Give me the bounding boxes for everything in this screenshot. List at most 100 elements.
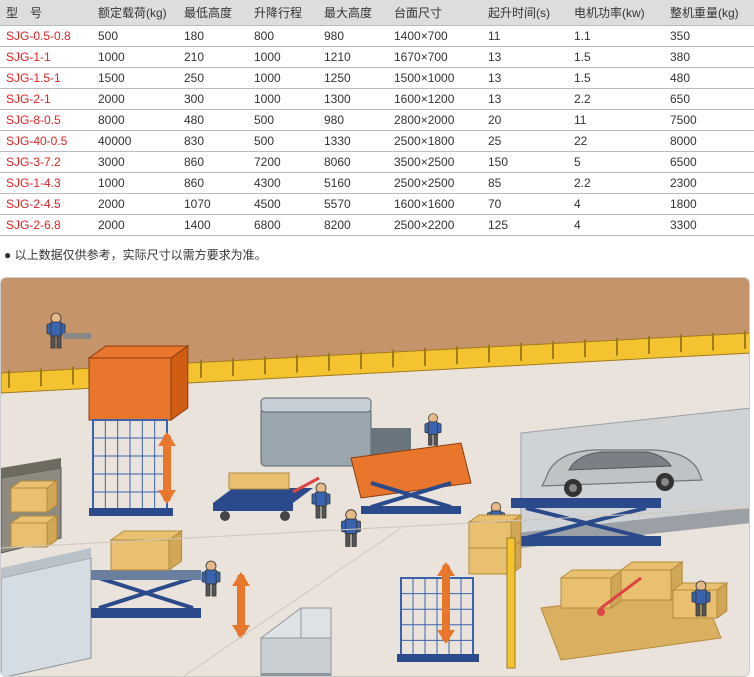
data-cell: 2500×1800 — [388, 131, 482, 152]
data-cell: 1800 — [664, 194, 754, 215]
column-header: 额定载荷(kg) — [92, 0, 178, 26]
data-cell: 11 — [482, 26, 568, 47]
data-cell: 7200 — [248, 152, 318, 173]
data-cell: 4500 — [248, 194, 318, 215]
data-cell: 1000 — [92, 173, 178, 194]
data-cell: 380 — [664, 47, 754, 68]
column-header: 最低高度 — [178, 0, 248, 26]
column-header: 台面尺寸 — [388, 0, 482, 26]
data-cell: 13 — [482, 89, 568, 110]
data-cell: 1210 — [318, 47, 388, 68]
data-cell: 1600×1200 — [388, 89, 482, 110]
model-cell: SJG-0.5-0.8 — [0, 26, 92, 47]
data-cell: 6500 — [664, 152, 754, 173]
data-cell: 1500×1000 — [388, 68, 482, 89]
model-cell: SJG-3-7.2 — [0, 152, 92, 173]
table-row: SJG-2-4.520001070450055701600×1600704180… — [0, 194, 754, 215]
model-cell: SJG-2-4.5 — [0, 194, 92, 215]
data-cell: 2800×2000 — [388, 110, 482, 131]
data-cell: 85 — [482, 173, 568, 194]
data-cell: 210 — [178, 47, 248, 68]
data-cell: 800 — [248, 26, 318, 47]
data-cell: 8200 — [318, 215, 388, 236]
data-cell: 860 — [178, 152, 248, 173]
data-cell: 5570 — [318, 194, 388, 215]
data-cell: 22 — [568, 131, 664, 152]
data-cell: 980 — [318, 26, 388, 47]
table-header-row: 型 号额定载荷(kg)最低高度升降行程最大高度台面尺寸起升时间(s)电机功率(k… — [0, 0, 754, 26]
data-cell: 125 — [482, 215, 568, 236]
data-cell: 2300 — [664, 173, 754, 194]
data-cell: 300 — [178, 89, 248, 110]
table-body: SJG-0.5-0.85001808009801400×700111.1350S… — [0, 26, 754, 236]
data-cell: 6800 — [248, 215, 318, 236]
table-row: SJG-2-6.820001400680082002500×2200125433… — [0, 215, 754, 236]
model-cell: SJG-1-4.3 — [0, 173, 92, 194]
data-cell: 1500 — [92, 68, 178, 89]
footnote: ● 以上数据仅供参考，实际尺寸以需方要求为准。 — [0, 236, 754, 273]
model-cell: SJG-40-0.5 — [0, 131, 92, 152]
data-cell: 8060 — [318, 152, 388, 173]
column-header: 整机重量(kg) — [664, 0, 754, 26]
data-cell: 480 — [178, 110, 248, 131]
table-row: SJG-3-7.23000860720080603500×25001505650… — [0, 152, 754, 173]
data-cell: 8000 — [92, 110, 178, 131]
data-cell: 1.5 — [568, 47, 664, 68]
data-cell: 480 — [664, 68, 754, 89]
table-row: SJG-8-0.580004805009802800×200020117500 — [0, 110, 754, 131]
data-cell: 2500×2200 — [388, 215, 482, 236]
column-header: 型 号 — [0, 0, 92, 26]
model-cell: SJG-8-0.5 — [0, 110, 92, 131]
model-cell: SJG-2-1 — [0, 89, 92, 110]
data-cell: 500 — [92, 26, 178, 47]
data-cell: 1670×700 — [388, 47, 482, 68]
data-cell: 830 — [178, 131, 248, 152]
column-header: 升降行程 — [248, 0, 318, 26]
table-row: SJG-40-0.54000083050013302500×1800252280… — [0, 131, 754, 152]
data-cell: 3500×2500 — [388, 152, 482, 173]
data-cell: 13 — [482, 68, 568, 89]
data-cell: 3300 — [664, 215, 754, 236]
data-cell: 4300 — [248, 173, 318, 194]
data-cell: 150 — [482, 152, 568, 173]
data-cell: 860 — [178, 173, 248, 194]
table-row: SJG-2-12000300100013001600×1200132.2650 — [0, 89, 754, 110]
data-cell: 500 — [248, 131, 318, 152]
data-cell: 5160 — [318, 173, 388, 194]
data-cell: 4 — [568, 194, 664, 215]
data-cell: 650 — [664, 89, 754, 110]
data-cell: 2.2 — [568, 173, 664, 194]
data-cell: 11 — [568, 110, 664, 131]
data-cell: 8000 — [664, 131, 754, 152]
column-header: 最大高度 — [318, 0, 388, 26]
spec-table: 型 号额定载荷(kg)最低高度升降行程最大高度台面尺寸起升时间(s)电机功率(k… — [0, 0, 754, 236]
data-cell: 350 — [664, 26, 754, 47]
data-cell: 1.5 — [568, 68, 664, 89]
model-cell: SJG-1-1 — [0, 47, 92, 68]
data-cell: 1400×700 — [388, 26, 482, 47]
data-cell: 1000 — [248, 47, 318, 68]
data-cell: 70 — [482, 194, 568, 215]
data-cell: 1400 — [178, 215, 248, 236]
table-row: SJG-1-11000210100012101670×700131.5380 — [0, 47, 754, 68]
data-cell: 180 — [178, 26, 248, 47]
data-cell: 7500 — [664, 110, 754, 131]
table-row: SJG-1-4.31000860430051602500×2500852.223… — [0, 173, 754, 194]
data-cell: 2000 — [92, 194, 178, 215]
data-cell: 2000 — [92, 215, 178, 236]
model-cell: SJG-2-6.8 — [0, 215, 92, 236]
data-cell: 1.1 — [568, 26, 664, 47]
column-header: 起升时间(s) — [482, 0, 568, 26]
data-cell: 1330 — [318, 131, 388, 152]
data-cell: 3000 — [92, 152, 178, 173]
data-cell: 980 — [318, 110, 388, 131]
warehouse-illustration — [0, 277, 750, 677]
column-header: 电机功率(kw) — [568, 0, 664, 26]
data-cell: 1000 — [92, 47, 178, 68]
data-cell: 25 — [482, 131, 568, 152]
data-cell: 13 — [482, 47, 568, 68]
data-cell: 500 — [248, 110, 318, 131]
data-cell: 1250 — [318, 68, 388, 89]
data-cell: 20 — [482, 110, 568, 131]
data-cell: 1300 — [318, 89, 388, 110]
